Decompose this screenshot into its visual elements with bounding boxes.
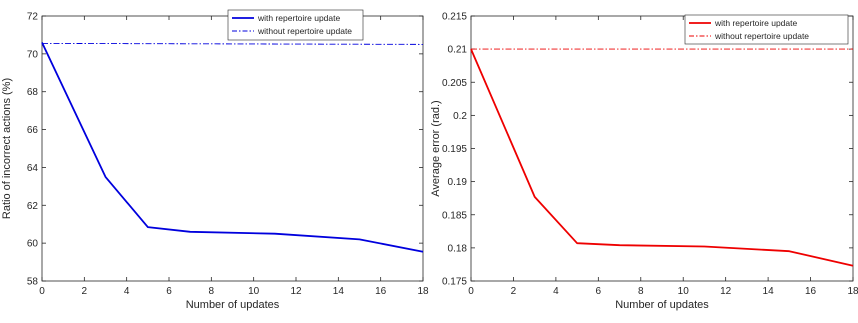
x-tick-label: 14 <box>333 286 345 297</box>
x-tick-label: 18 <box>847 286 858 297</box>
x-tick-label: 18 <box>417 286 429 297</box>
x-tick-label: 10 <box>248 286 260 297</box>
x-tick-label: 4 <box>553 286 559 297</box>
x-tick-label: 2 <box>511 286 517 297</box>
y-tick-label: 0.195 <box>442 144 467 155</box>
x-tick-label: 6 <box>596 286 602 297</box>
legend: with repertoire update without repertoire… <box>684 14 849 45</box>
x-tick-label: 4 <box>124 286 130 297</box>
y-tick-label: 0.205 <box>442 78 467 89</box>
legend-label-2: without repertoire update <box>257 26 352 36</box>
y-tick-label: 68 <box>27 87 39 98</box>
y-tick-label: 60 <box>27 239 39 250</box>
series-line-1 <box>41 42 424 253</box>
legend-box <box>684 14 849 45</box>
series-line-2 <box>41 42 424 45</box>
y-axis-label: Average error (rad.) <box>430 100 442 196</box>
legend-box <box>227 9 364 41</box>
chart-2: 0 2 4 6 8 10 12 14 16 18 0.175 0.18 0.185 0.19 0.195 0.… <box>430 12 858 312</box>
x-tick-label: 8 <box>638 286 644 297</box>
x-tick-label: 10 <box>678 286 690 297</box>
x-axis-label: Number of updates <box>615 299 709 311</box>
series-line-1 <box>470 48 854 267</box>
axes-box <box>470 15 854 282</box>
y-tick-label: 0.19 <box>448 177 468 188</box>
x-tick-label: 16 <box>805 286 817 297</box>
x-tick-label: 16 <box>375 286 387 297</box>
x-tick-label: 2 <box>82 286 88 297</box>
y-tick-label: 72 <box>27 12 39 23</box>
x-tick-label: 0 <box>39 286 45 297</box>
y-tick-label: 0.18 <box>448 243 468 254</box>
x-tick-label: 8 <box>209 286 215 297</box>
legend: with repertoire update without repertoire… <box>227 9 364 41</box>
x-tick-label: 14 <box>763 286 775 297</box>
y-tick-label: 0.215 <box>442 12 467 23</box>
y-tick-label: 62 <box>27 201 39 212</box>
legend-label-2: without repertoire update <box>714 31 809 41</box>
legend-label-1: with repertoire update <box>257 13 340 23</box>
y-tick-label: 0.175 <box>442 277 467 288</box>
y-tick-label: 70 <box>27 49 39 60</box>
y-tick-label: 58 <box>27 277 39 288</box>
y-tick-label: 66 <box>27 125 39 136</box>
x-tick-label: 6 <box>166 286 172 297</box>
x-tick-label: 12 <box>290 286 302 297</box>
y-axis-label: Ratio of incorrect actions (%) <box>1 78 13 219</box>
x-tick-label: 0 <box>468 286 474 297</box>
x-axis-label: Number of updates <box>186 299 280 311</box>
x-tick-label: 12 <box>720 286 732 297</box>
y-tick-label: 0.2 <box>453 111 467 122</box>
y-tick-label: 0.185 <box>442 210 467 221</box>
y-tick-label: 64 <box>27 163 39 174</box>
legend-label-1: with repertoire update <box>714 18 797 28</box>
y-tick-label: 0.21 <box>448 45 468 56</box>
